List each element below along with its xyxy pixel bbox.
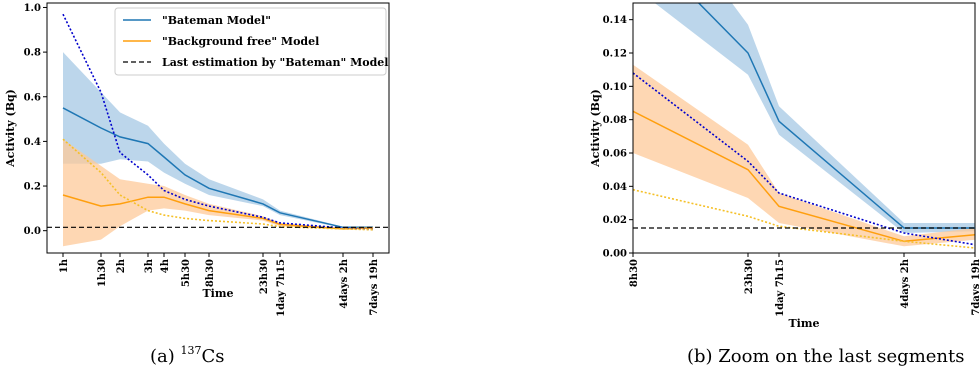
a-xtick-label-3: 3h xyxy=(144,258,155,273)
b-band-1 xyxy=(633,64,975,247)
a-ytick-label-5: 1.0 xyxy=(24,3,41,14)
chart-b-y-axis: 0.00 0.02 0.04 0.06 0.08 0.10 0.12 0.14 xyxy=(603,15,633,260)
a-xtick-label-1: 1h30 xyxy=(97,259,108,287)
b-xtick-label-4: 7days 19h xyxy=(971,258,979,315)
b-ytick-label-5: 0.10 xyxy=(603,82,627,93)
b-band-0 xyxy=(654,3,975,233)
chart-a-y-axis: 0.0 0.2 0.4 0.6 0.8 1.0 xyxy=(24,3,47,237)
b-ytick-label-6: 0.12 xyxy=(603,49,627,60)
chart-a-xlabel: Time xyxy=(202,287,233,300)
chart-b-frame xyxy=(632,2,976,254)
a-series-2-line xyxy=(62,13,374,231)
b-ytick-label-0: 0.00 xyxy=(603,249,627,260)
a-xtick-label-6: 8h30 xyxy=(205,259,216,287)
b-xtick-label-3: 4days 2h xyxy=(900,258,911,308)
a-ytick-label-0: 0.0 xyxy=(24,226,41,237)
a-ytick-label-1: 0.2 xyxy=(24,182,41,193)
chart-a-plot-area xyxy=(47,13,389,247)
b-xtick-label-0: 8h30 xyxy=(629,259,640,287)
chart-a: 0.0 0.2 0.4 0.6 0.8 1.0 1h 1h30 2h 3h 4h 5h30 8h30 2… xyxy=(4,2,390,367)
legend-bateman-label: "Bateman Model" xyxy=(162,14,271,27)
legend-box xyxy=(114,7,387,76)
a-xtick-label-7: 23h30 xyxy=(259,259,270,294)
b-ytick-label-4: 0.08 xyxy=(603,115,627,126)
a-series-1-line xyxy=(62,194,374,230)
b-xtick-label-1: 23h30 xyxy=(744,259,755,294)
chart-a-frame xyxy=(46,2,390,254)
b-series-0-line xyxy=(697,3,975,229)
a-series-3-line xyxy=(62,138,374,231)
b-series-1-line xyxy=(633,110,975,243)
caption-a-main: Cs xyxy=(202,346,225,367)
a-xtick-label-0: 1h xyxy=(59,258,70,273)
chart-b-x-axis: 8h30 23h30 1day 7h15 4days 2h 7days 19h xyxy=(629,253,979,317)
a-ytick-label-4: 0.8 xyxy=(24,48,41,59)
a-xtick-label-9: 4days 2h xyxy=(339,258,350,308)
chart-a-x-axis: 1h 1h30 2h 3h 4h 5h30 8h30 23h30 1day 7h15 4days … xyxy=(59,253,380,317)
caption-a-prefix: (a) xyxy=(150,346,181,367)
chart-a-legend: "Bateman Model" "Background free" Model … xyxy=(114,7,388,76)
legend-bgfree-label: "Background free" Model xyxy=(162,35,319,48)
b-ytick-label-1: 0.02 xyxy=(603,215,627,226)
a-xtick-label-5: 5h30 xyxy=(181,259,192,287)
chart-b: 0.00 0.02 0.04 0.06 0.08 0.10 0.12 0.14 8h30 23h… xyxy=(589,2,979,367)
a-xtick-label-4: 4h xyxy=(160,258,171,273)
b-ytick-label-3: 0.06 xyxy=(603,149,627,160)
b-xtick-label-2: 1day 7h15 xyxy=(775,259,786,317)
b-series-3-line xyxy=(633,188,975,249)
b-ytick-label-2: 0.04 xyxy=(603,182,627,193)
a-xtick-label-8: 1day 7h15 xyxy=(276,259,287,317)
chart-b-xlabel: Time xyxy=(788,317,819,330)
a-xtick-label-2: 2h xyxy=(116,258,127,273)
chart-b-plot-area xyxy=(633,3,975,249)
a-band-0 xyxy=(63,52,373,228)
chart-b-ylabel: Activity (Bq) xyxy=(589,89,602,168)
caption-a-sup: 137 xyxy=(181,344,202,357)
legend-hline-label: Last estimation by "Bateman" Model xyxy=(162,56,388,69)
a-series-0-line xyxy=(62,107,373,229)
a-ytick-label-3: 0.6 xyxy=(24,92,41,103)
caption-a: (a) 137Cs xyxy=(150,344,225,367)
chart-a-ylabel: Activity (Bq) xyxy=(4,89,17,168)
b-ytick-label-7: 0.14 xyxy=(603,15,627,26)
a-ytick-label-2: 0.4 xyxy=(24,137,41,148)
caption-b: (b) Zoom on the last segments xyxy=(687,346,965,367)
a-xtick-label-10: 7days 19h xyxy=(369,258,380,315)
b-series-2-line xyxy=(633,72,975,246)
a-band-1 xyxy=(63,139,373,247)
